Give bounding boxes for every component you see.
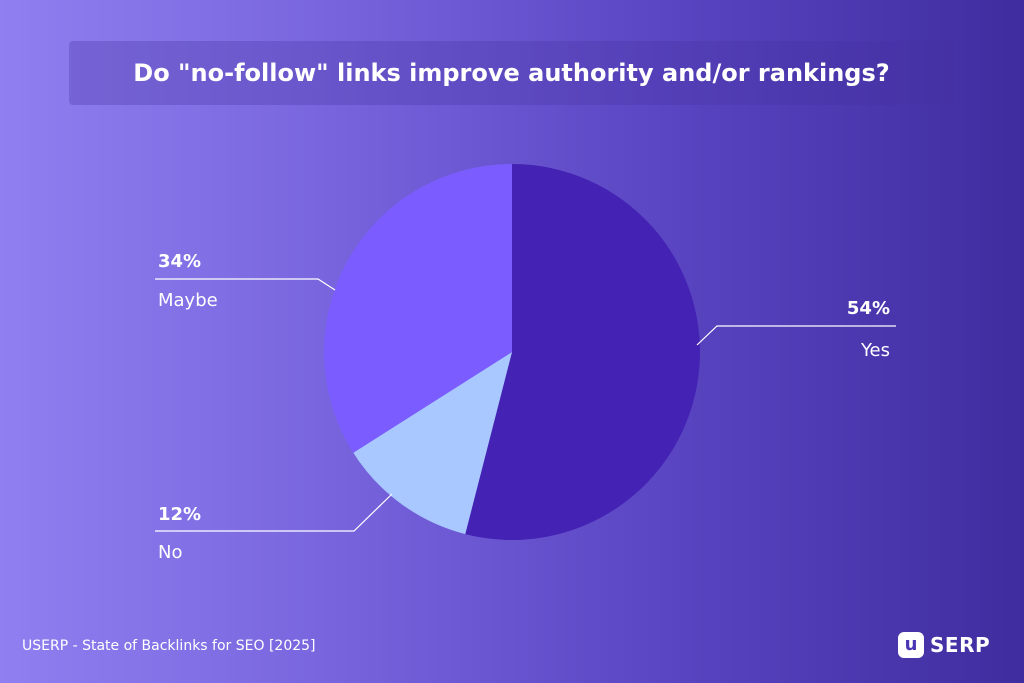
source-caption: USERP - State of Backlinks for SEO [2025… (22, 638, 316, 654)
pie-slice-no (353, 352, 512, 535)
logo-text: SERP (930, 633, 991, 657)
leader-lines (155, 278, 896, 532)
chart-title: Do "no-follow" links improve authority a… (133, 59, 890, 87)
leader-line-no (155, 493, 393, 532)
pie-slice-maybe (323, 164, 512, 453)
slice-value-label-yes: 54% (847, 298, 890, 319)
slice-value-label-maybe: 34% (158, 251, 201, 272)
logo-mark: u (898, 632, 924, 658)
slice-label-maybe: Maybe (158, 290, 218, 311)
slice-labels: 54% Yes 12% No 34% Maybe (158, 251, 890, 563)
pie-slice-yes (465, 164, 700, 540)
userp-logo: u SERP (898, 631, 990, 659)
slice-label-no: No (158, 542, 182, 563)
slice-label-yes: Yes (860, 340, 890, 361)
pie-slices (323, 164, 700, 540)
leader-line-yes (696, 325, 896, 346)
chart-title-bar: Do "no-follow" links improve authority a… (69, 41, 954, 105)
leader-line-maybe (155, 278, 336, 291)
slice-value-label-no: 12% (158, 504, 201, 525)
